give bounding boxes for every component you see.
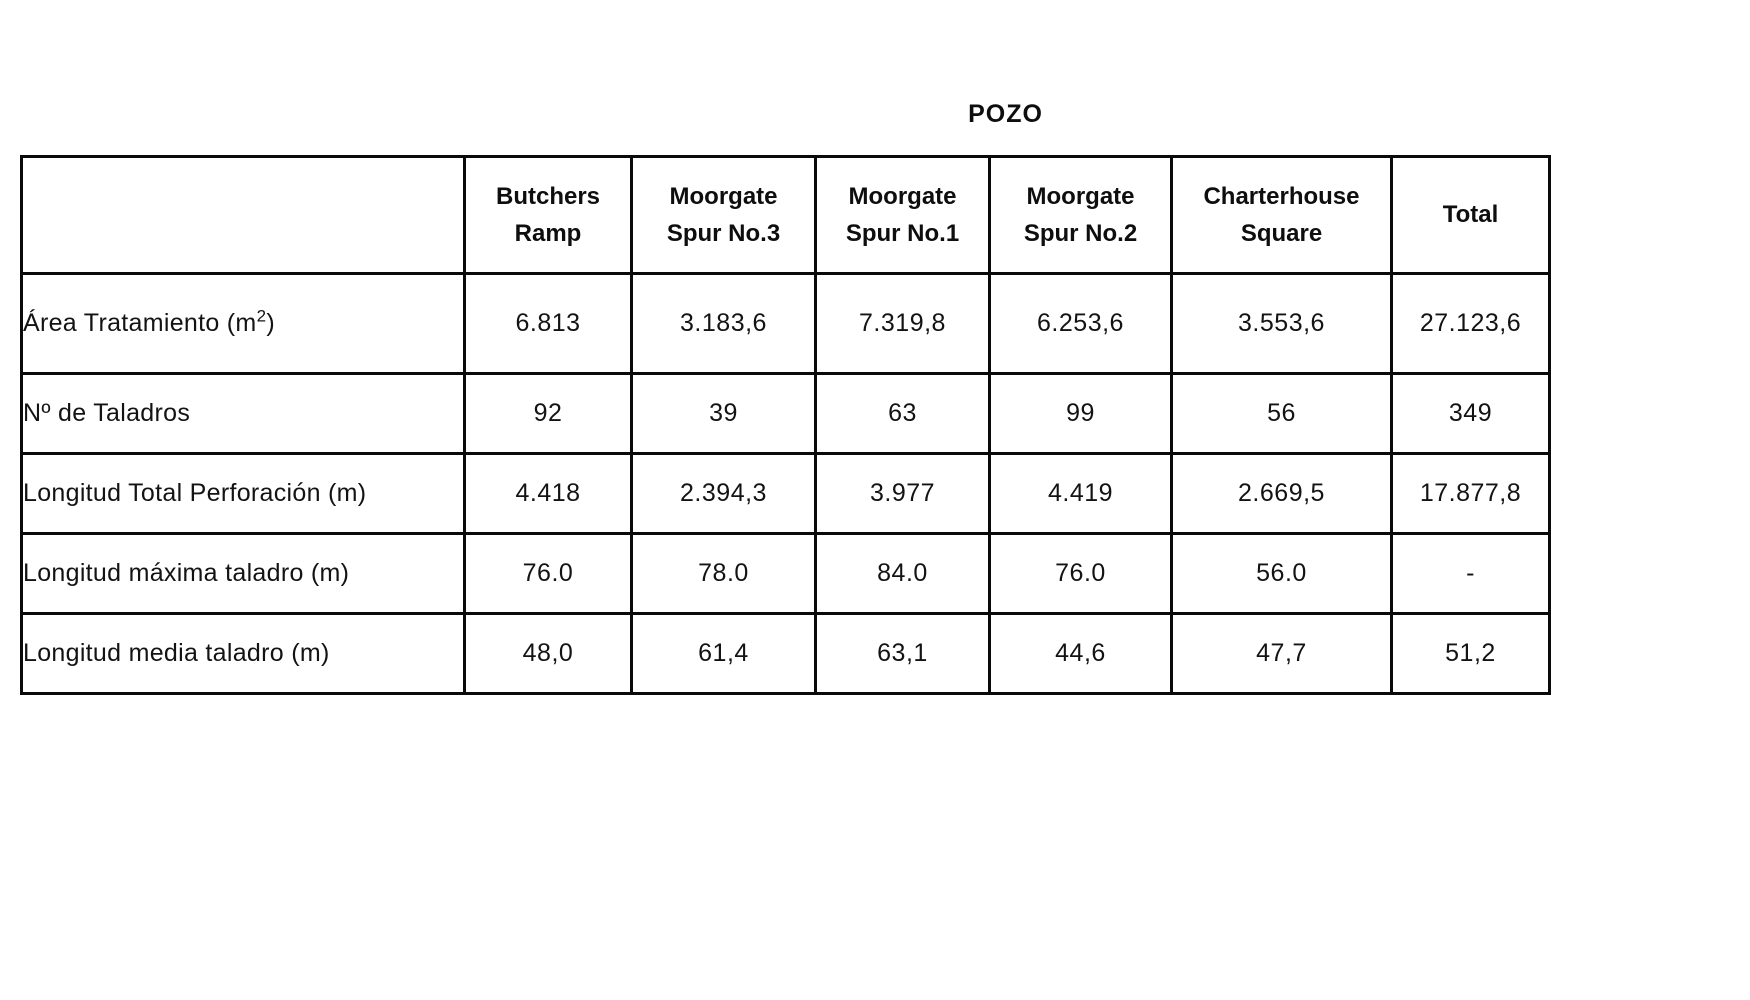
table-row-longitud-media: Longitud media taladro (m) 48,0 61,4 63,…: [20, 612, 1551, 695]
table-cell: 56.0: [1170, 532, 1393, 615]
header-line: Spur No.3: [666, 220, 781, 247]
row-label-area-tratamiento: Área Tratamiento (m2): [20, 272, 466, 375]
column-header-butchers-ramp: Butchers Ramp: [463, 155, 633, 275]
table-row-longitud-total: Longitud Total Perforación (m) 4.418 2.3…: [20, 452, 1551, 535]
row-label-text: Longitud Total Perforación (m): [23, 479, 367, 507]
table-cell: 2.394,3: [630, 452, 817, 535]
header-line: Total: [1442, 201, 1499, 229]
table-cell: 99: [988, 372, 1173, 455]
row-label-superscript: 2: [256, 306, 267, 326]
table-cell: 6.253,6: [988, 272, 1173, 375]
header-line: Moorgate: [1026, 182, 1135, 210]
table-cell: 47,7: [1170, 612, 1393, 695]
header-line: Moorgate: [669, 182, 778, 210]
header-line: Square: [1240, 220, 1323, 247]
table-cell: 92: [463, 372, 633, 455]
table-cell: 6.813: [463, 272, 633, 375]
table-cell: 3.977: [814, 452, 991, 535]
table-cell: 39: [630, 372, 817, 455]
header-line: Spur No.2: [1023, 220, 1138, 247]
header-line: Charterhouse: [1203, 182, 1360, 210]
table-cell: 349: [1390, 372, 1551, 455]
table-cell: -: [1390, 532, 1551, 615]
table-cell: 27.123,6: [1390, 272, 1551, 375]
row-label-text: Longitud máxima taladro (m): [23, 559, 350, 587]
table-cell: 17.877,8: [1390, 452, 1551, 535]
header-line: Butchers: [495, 182, 601, 210]
table-cell: 56: [1170, 372, 1393, 455]
table-cell: 7.319,8: [814, 272, 991, 375]
table-row-num-taladros: Nº de Taladros 92 39 63 99 56 349: [20, 372, 1551, 455]
row-label-text: Longitud media taladro (m): [23, 639, 330, 667]
column-header-moorgate-spur-no1: Moorgate Spur No.1: [814, 155, 991, 275]
header-line: Ramp: [514, 220, 582, 247]
row-label-text: ): [266, 309, 275, 337]
table-cell: 4.418: [463, 452, 633, 535]
table-cell: 48,0: [463, 612, 633, 695]
table-row-longitud-maxima: Longitud máxima taladro (m) 76.0 78.0 84…: [20, 532, 1551, 615]
table-cell: 84.0: [814, 532, 991, 615]
header-line: Spur No.1: [845, 220, 960, 247]
table-title: POZO: [968, 100, 1043, 128]
column-header-moorgate-spur-no2: Moorgate Spur No.2: [988, 155, 1173, 275]
data-table: Butchers Ramp Moorgate Spur No.3 Moorgat…: [20, 155, 1551, 695]
row-label-num-taladros: Nº de Taladros: [20, 372, 466, 455]
column-header-charterhouse-square: Charterhouse Square: [1170, 155, 1393, 275]
row-label-longitud-maxima: Longitud máxima taladro (m): [20, 532, 466, 615]
row-label-longitud-media: Longitud media taladro (m): [20, 612, 466, 695]
table-cell: 63,1: [814, 612, 991, 695]
table-cell: 2.669,5: [1170, 452, 1393, 535]
table-cell: 3.183,6: [630, 272, 817, 375]
table-row-area-tratamiento: Área Tratamiento (m2) 6.813 3.183,6 7.31…: [20, 272, 1551, 375]
row-label-text: Área Tratamiento (m: [23, 309, 257, 337]
column-header-total: Total: [1390, 155, 1551, 275]
table-cell: 63: [814, 372, 991, 455]
table-cell: 78.0: [630, 532, 817, 615]
table-cell: 4.419: [988, 452, 1173, 535]
table-cell: 44,6: [988, 612, 1173, 695]
header-row: Butchers Ramp Moorgate Spur No.3 Moorgat…: [20, 155, 1551, 275]
column-header-moorgate-spur-no3: Moorgate Spur No.3: [630, 155, 817, 275]
table-cell: 3.553,6: [1170, 272, 1393, 375]
row-label-longitud-total: Longitud Total Perforación (m): [20, 452, 466, 535]
header-line: Moorgate: [848, 182, 957, 210]
row-label-text: Nº de Taladros: [23, 399, 191, 427]
table-cell: 51,2: [1390, 612, 1551, 695]
table-cell: 76.0: [988, 532, 1173, 615]
table-cell: 61,4: [630, 612, 817, 695]
corner-empty-cell: [20, 155, 466, 275]
table-cell: 76.0: [463, 532, 633, 615]
